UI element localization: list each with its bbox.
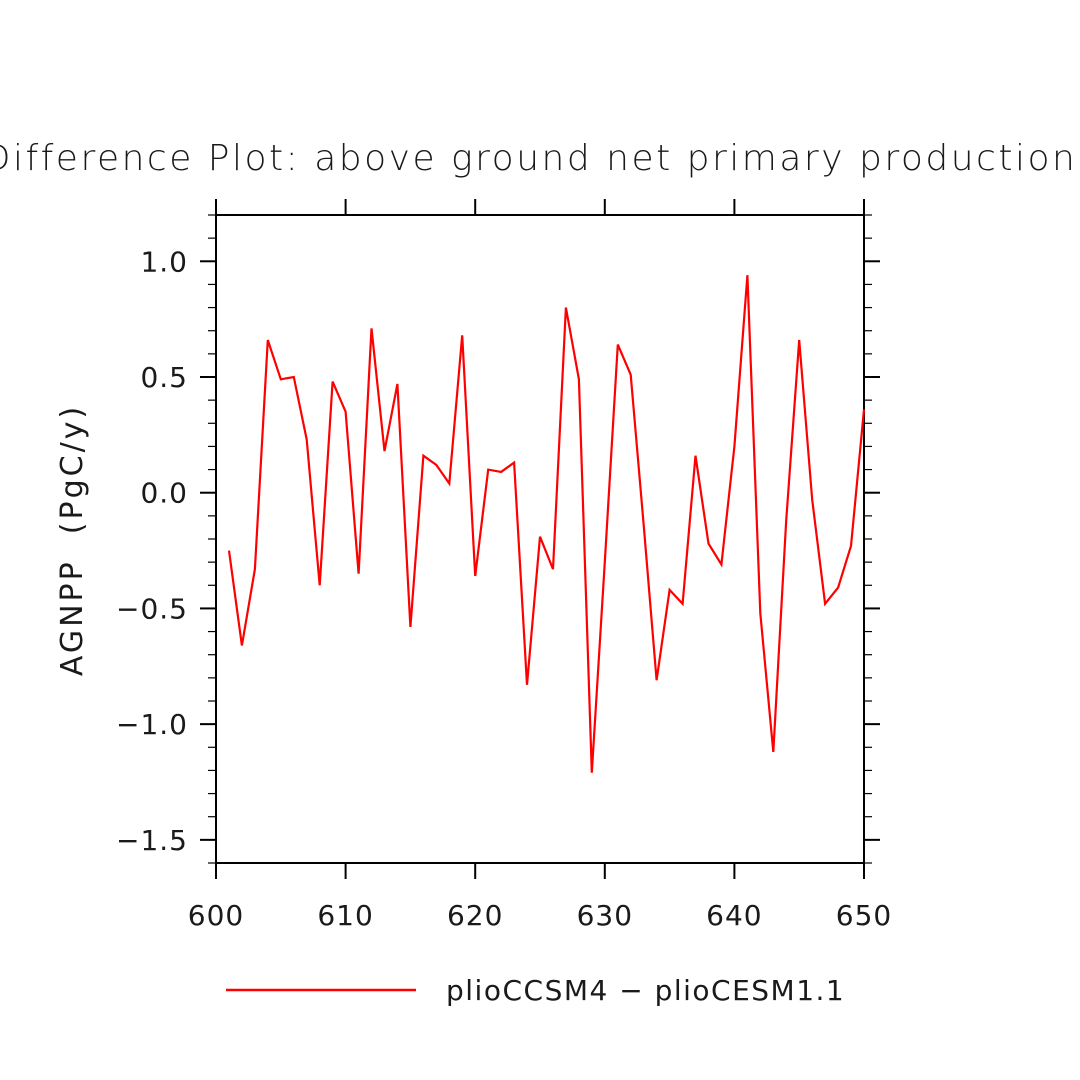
y-axis-label: AGNPP (PgC/y) [55,404,90,676]
y-tick-label: 0.0 [140,477,188,510]
x-tick-labels: 600 610 620 630 640 650 [188,899,892,932]
x-tick-label: 640 [706,899,762,932]
y-tick-label: −1.5 [116,824,188,857]
chart-title: Difference Plot: above ground net primar… [0,138,1077,179]
y-tick-label: 0.5 [140,361,188,394]
y-tick-label: −0.5 [116,592,188,625]
y-tick-label: 1.0 [140,245,188,278]
legend-label: plioCCSM4 − plioCESM1.1 [446,974,845,1007]
x-tick-label: 630 [577,899,633,932]
x-tick-label: 650 [836,899,892,932]
series-line [227,275,866,773]
y-tick-label: −1.0 [116,708,188,741]
tick-marks [200,199,880,879]
legend: plioCCSM4 − plioCESM1.1 [226,974,845,1007]
x-tick-label: 600 [188,899,244,932]
x-tick-label: 610 [317,899,373,932]
x-tick-label: 620 [447,899,503,932]
series-layer [227,275,866,773]
y-tick-labels: −1.5 −1.0 −0.5 0.0 0.5 1.0 [116,245,188,857]
